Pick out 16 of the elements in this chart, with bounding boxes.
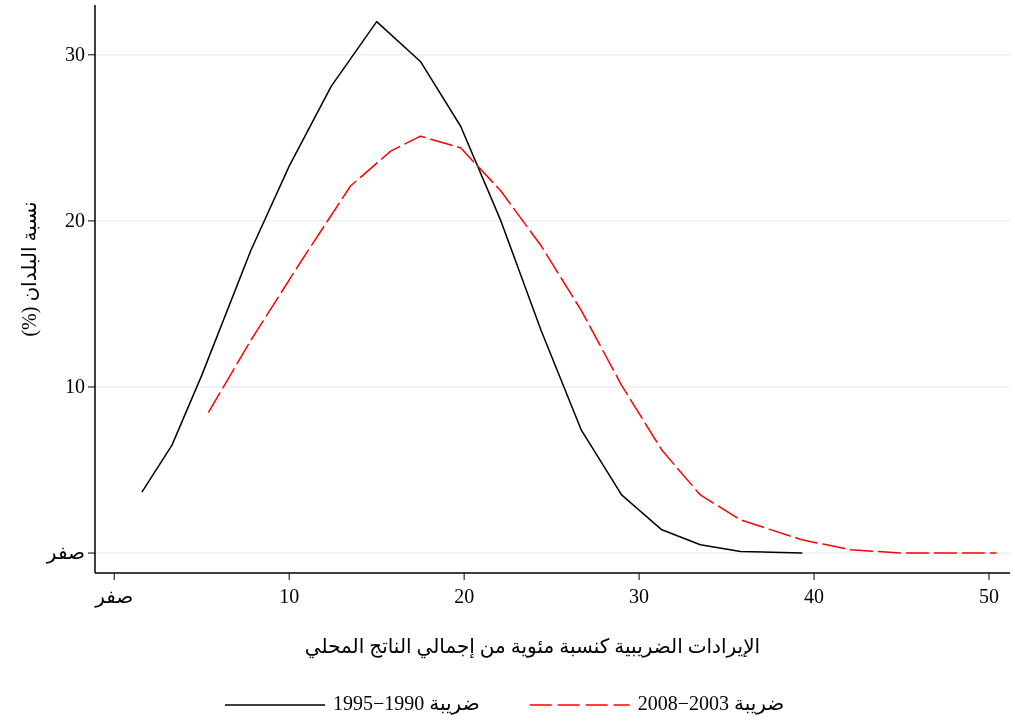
x-tick-label: 50: [979, 585, 1000, 607]
line-series: [141, 20, 803, 554]
y-tick-label: 20: [65, 208, 85, 231]
x-tick-label: 20: [454, 585, 475, 607]
y-tick-label: 30: [65, 42, 85, 65]
x-tick-label: 40: [804, 585, 825, 607]
x-tick-label: 10: [279, 585, 300, 607]
legend-label: ضريبة 2003−2008: [637, 692, 785, 715]
line-series: [207, 135, 997, 554]
y-tick-label: 10: [65, 374, 85, 397]
y-axis-title: نسبة البلدان (%): [18, 201, 41, 337]
x-tick-label: صفر: [94, 585, 134, 608]
y-tick-label: صفر: [45, 541, 85, 565]
x-axis-title: الإيرادات الضريبية كنسبة مئوية من إجمالي الناتج المحلي: [304, 635, 761, 659]
legend-label: ضريبة 1990−1995: [333, 692, 480, 715]
x-tick-label: 30: [629, 585, 650, 607]
